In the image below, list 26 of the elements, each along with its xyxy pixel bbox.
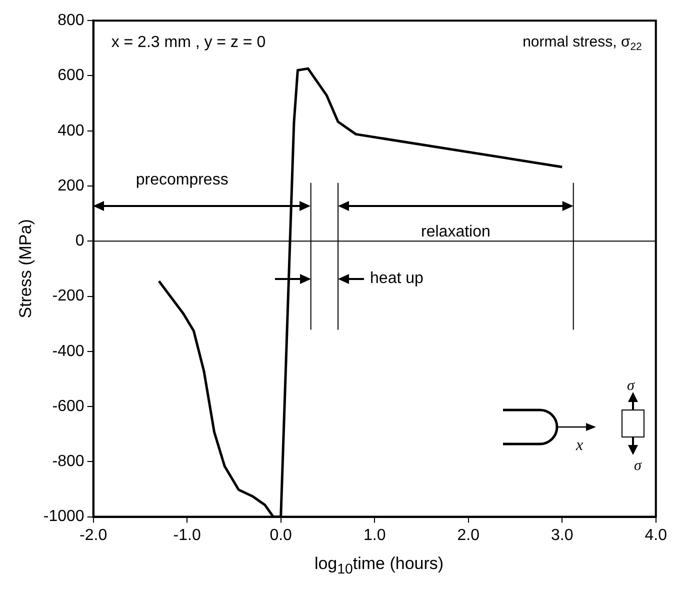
annotation: x = 2.3 mm , y = z = 0 — [111, 34, 266, 52]
annotation: relaxation — [421, 224, 490, 241]
annotation: x — [575, 437, 584, 454]
y-tick-label: 0 — [75, 232, 84, 250]
y-tick-label: -800 — [52, 453, 84, 470]
x-tick-label: 2.0 — [457, 526, 480, 544]
y-tick-label: 600 — [58, 67, 84, 84]
x-axis-title: log$_{10}$time (hours) — [313, 554, 445, 578]
y-tick-label: -400 — [52, 342, 84, 360]
y-tick-label: -600 — [52, 398, 84, 415]
annotation: precompress — [136, 172, 228, 189]
x-tick-label: 3.0 — [550, 526, 574, 544]
annotation: heat up — [370, 270, 424, 288]
x-tick-label: -1.0 — [173, 526, 201, 544]
y-tick-label: 400 — [58, 122, 84, 140]
annotation: σ — [627, 378, 635, 394]
y-axis-title: Stress (MPa) — [16, 219, 35, 318]
y-tick-label: -1000 — [43, 508, 84, 526]
annotation: σ — [634, 458, 642, 474]
x-tick-label: -2.0 — [80, 526, 108, 544]
y-tick-label: 200 — [58, 177, 84, 194]
x-tick-label: 0.0 — [270, 526, 292, 544]
x-tick-label: 1.0 — [363, 526, 386, 544]
y-tick-label: 800 — [58, 12, 84, 30]
x-tick-label: 4.0 — [644, 526, 668, 544]
y-tick-label: -200 — [52, 288, 84, 305]
